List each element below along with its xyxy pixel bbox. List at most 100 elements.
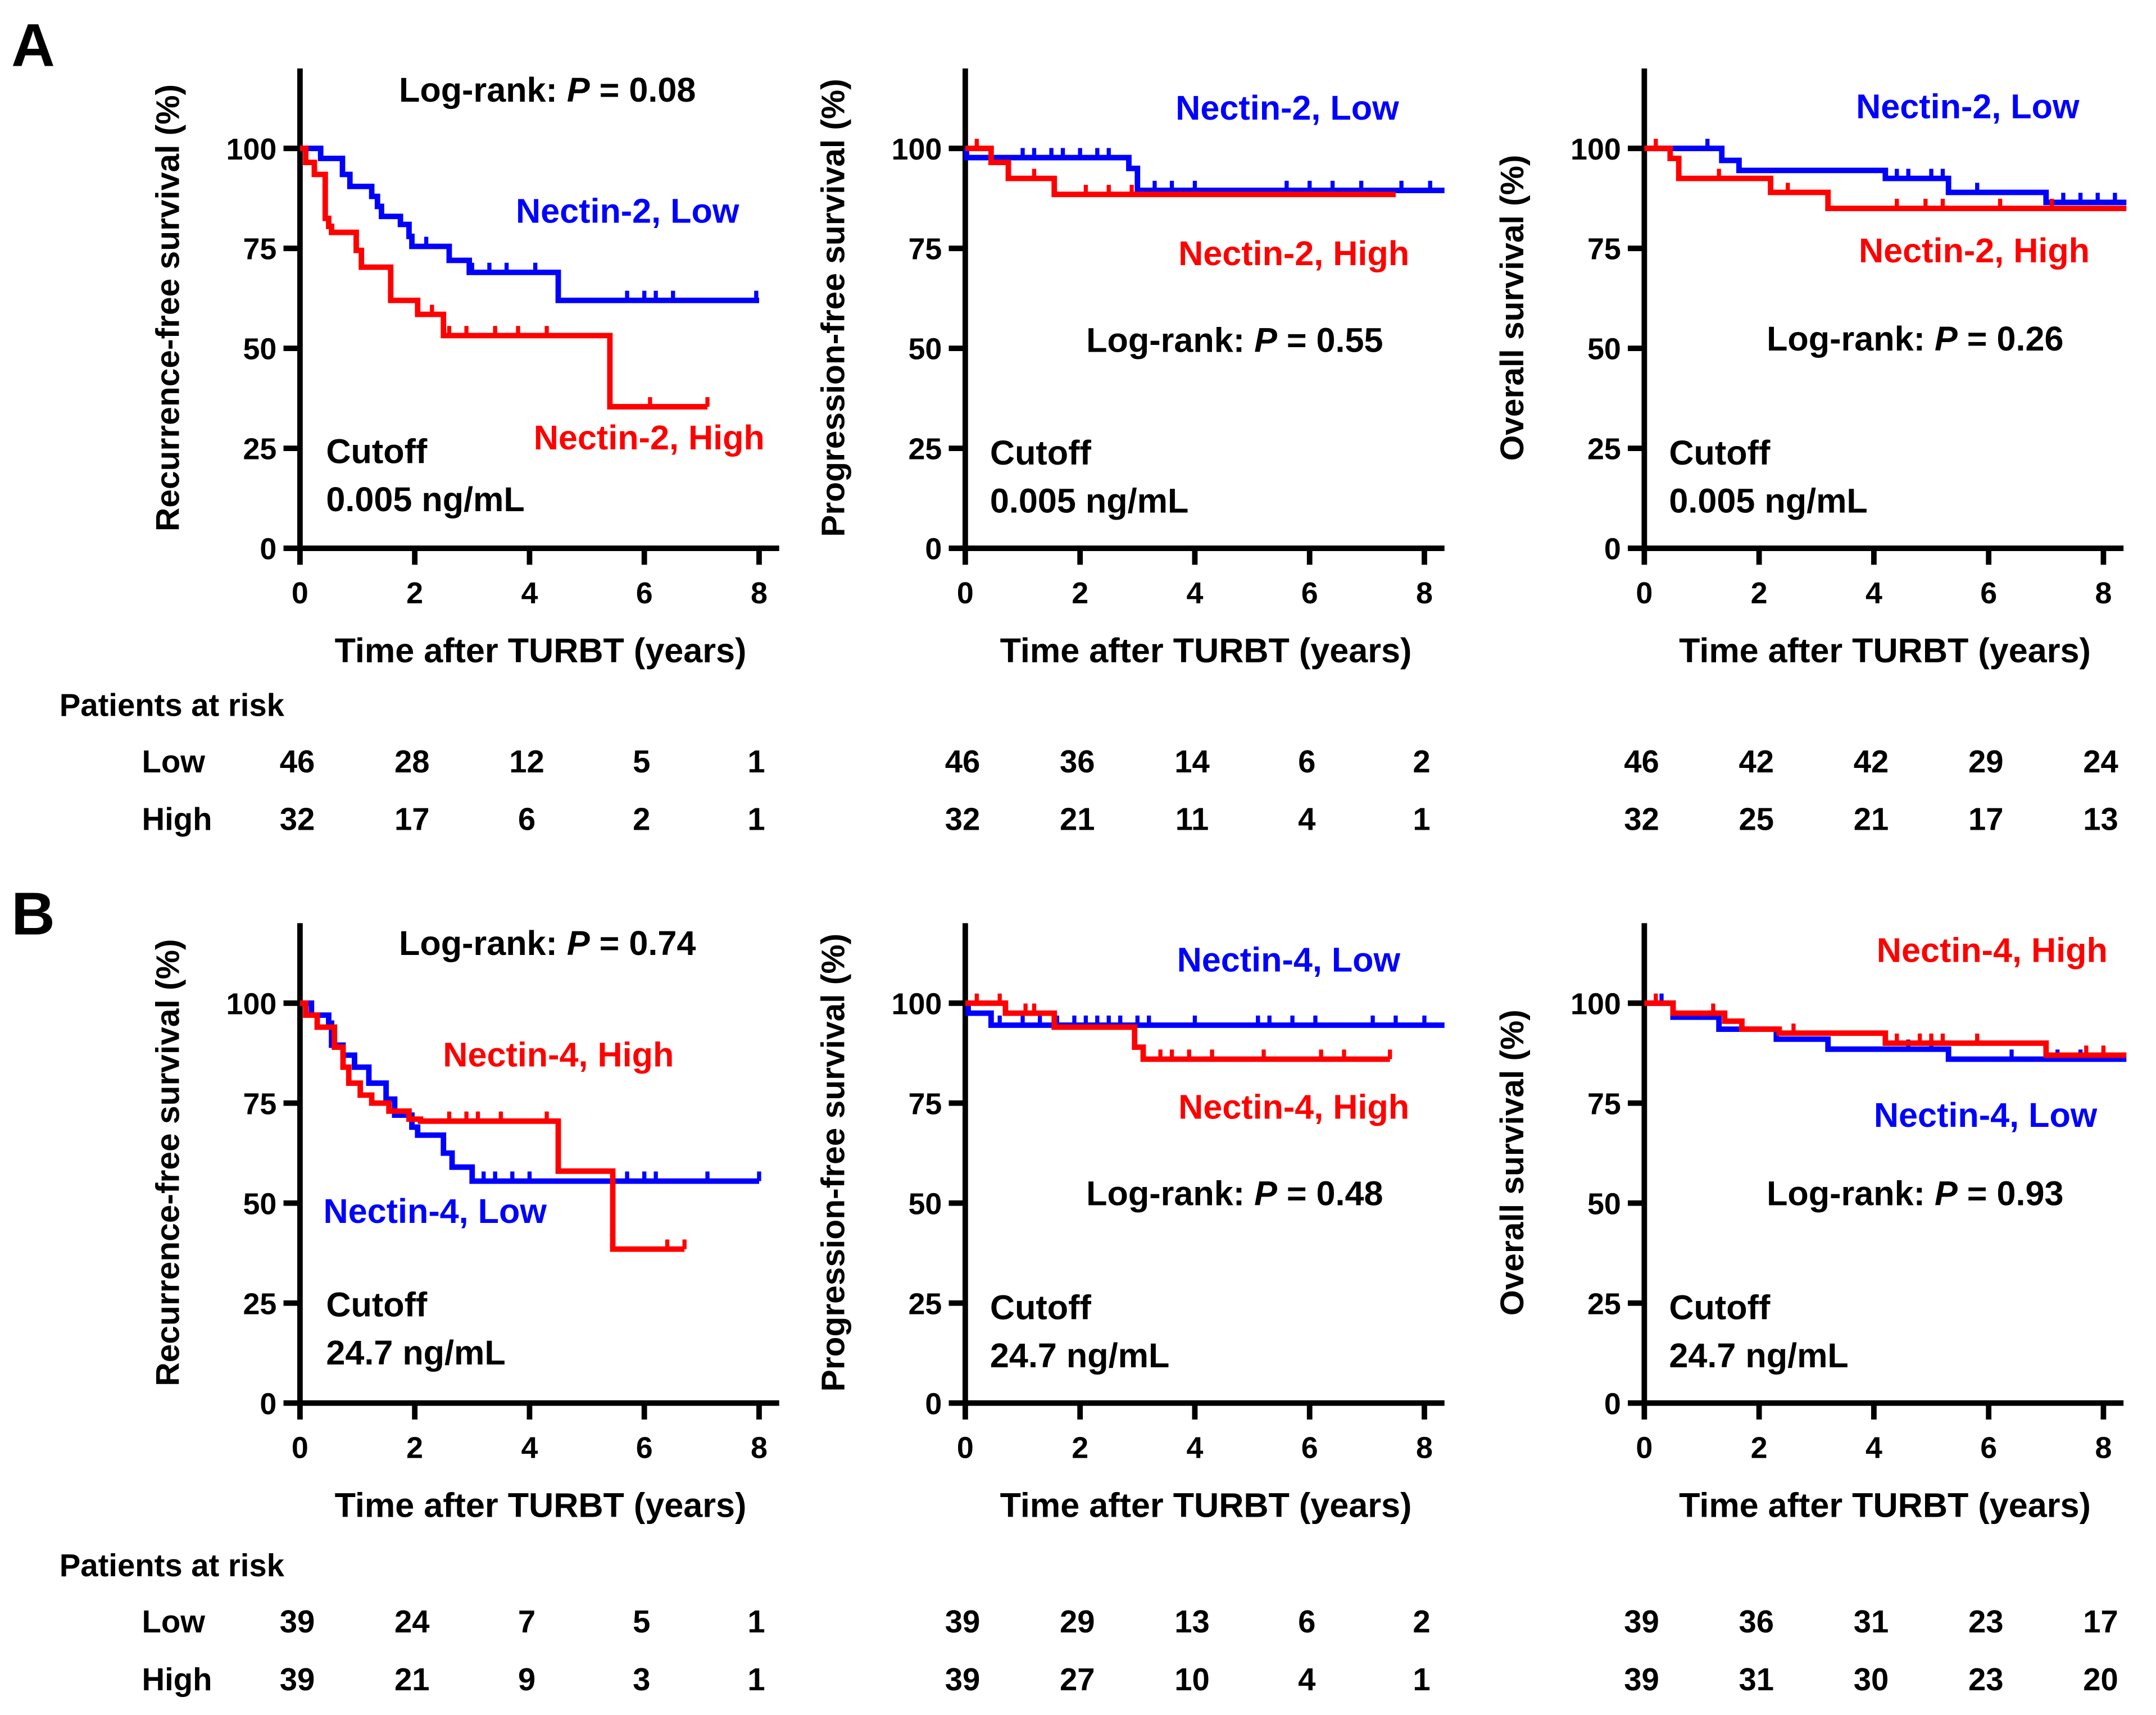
risk-count-high: 1 [1413,802,1430,837]
risk-count-low: 28 [394,744,430,779]
logrank-prefix: Log-rank: [1086,1174,1254,1212]
logrank-p-symbol: P [1254,1174,1277,1212]
risk-count-high: 17 [394,802,430,837]
logrank-p-symbol: P [567,924,590,962]
legend-label-low: Nectin-2, Low [516,192,739,230]
x-tick-label: 8 [1416,576,1433,610]
y-tick-label: 50 [243,1187,276,1221]
risk-count-low: 46 [945,744,981,779]
survival-curve-low [1644,145,2127,206]
survival-curve-high [1644,1000,2127,1058]
risk-count-low: 24 [394,1604,430,1639]
y-axis-title: Recurrence-free survival (%) [150,939,187,1386]
legend-label-low: Nectin-2, Low [1856,87,2080,125]
y-tick-label: 50 [908,333,942,366]
x-tick-label: 8 [2095,576,2112,610]
x-axis-title: Time after TURBT (years) [1000,631,1412,670]
risk-count-low: 12 [509,744,544,779]
x-tick-label: 6 [636,576,653,610]
survival-curve-high [299,145,708,410]
cutoff-value: 0.005 ng/mL [1669,481,1867,520]
risk-row-label: Low [142,744,206,779]
logrank-annotation: Log-rank: P = 0.26 [1767,320,2063,358]
y-tick-label: 0 [925,1387,942,1421]
risk-count-high: 1 [747,802,765,837]
risk-count-high: 1 [1413,1662,1430,1697]
x-tick-label: 2 [406,576,423,610]
risk-count-high: 2 [633,802,650,837]
x-axis-title: Time after TURBT (years) [335,1486,747,1525]
x-tick-label: 8 [751,1431,768,1465]
risk-count-low: 29 [1968,744,2004,779]
x-tick-label: 0 [1636,1431,1653,1465]
survival-curve-low [964,145,1445,193]
logrank-value: = 0.74 [590,924,696,962]
y-tick-label: 25 [908,1287,942,1321]
y-tick-label: 25 [1587,1287,1621,1321]
x-tick-label: 6 [1980,576,1997,610]
risk-count-high: 4 [1298,802,1315,837]
x-axis-title: Time after TURBT (years) [1000,1486,1412,1525]
cutoff-label: Cutoff [990,1288,1092,1326]
cutoff-label: Cutoff [990,434,1092,472]
risk-count-low: 31 [1854,1604,1889,1639]
x-tick-label: 4 [1865,576,1882,610]
logrank-prefix: Log-rank: [1767,320,1935,358]
risk-count-high: 9 [518,1662,535,1697]
y-tick-label: 0 [260,1387,276,1421]
risk-count-high: 39 [945,1662,981,1697]
x-tick-label: 4 [1865,1431,1882,1465]
risk-count-high: 4 [1298,1662,1315,1697]
legend-label-high: Nectin-4, High [1178,1088,1409,1126]
risk-count-low: 42 [1739,744,1774,779]
logrank-annotation: Log-rank: P = 0.08 [399,71,696,109]
logrank-value: = 0.08 [590,71,696,109]
risk-count-high: 3 [633,1662,650,1697]
logrank-p-symbol: P [1935,320,1958,358]
cutoff-label: Cutoff [326,1286,428,1324]
y-tick-label: 75 [243,1087,276,1121]
logrank-annotation: Log-rank: P = 0.74 [399,924,696,962]
cutoff-value: 24.7 ng/mL [990,1336,1169,1375]
y-tick-label: 25 [243,433,276,466]
risk-count-high: 27 [1060,1662,1095,1697]
x-tick-label: 2 [1072,1431,1088,1465]
y-tick-label: 50 [1587,333,1621,366]
y-tick-label: 100 [226,133,277,166]
y-tick-label: 25 [1587,433,1621,466]
risk-count-low: 29 [1060,1604,1095,1639]
y-axis-title: Progression-free survival (%) [815,934,852,1392]
legend-label-low: Nectin-4, Low [1874,1096,2098,1134]
legend-label-high: Nectin-2, High [534,418,765,457]
logrank-p-symbol: P [1935,1174,1958,1212]
y-axis-title: Overall survival (%) [1494,155,1531,461]
y-tick-label: 75 [1587,233,1621,266]
logrank-value: = 0.48 [1277,1174,1383,1212]
x-tick-label: 6 [1301,576,1318,610]
risk-count-low: 2 [1413,1604,1430,1639]
logrank-prefix: Log-rank: [399,924,567,962]
risk-count-low: 2 [1413,744,1430,779]
risk-count-low: 36 [1060,744,1095,779]
risk-count-low: 39 [1624,1604,1659,1639]
legend-label-high: Nectin-2, High [1859,231,2090,270]
x-axis-title: Time after TURBT (years) [1679,631,2091,670]
logrank-value: = 0.55 [1277,321,1383,359]
y-tick-label: 0 [260,533,276,566]
survival-curve-high [1644,145,2127,211]
y-tick-label: 0 [1604,1387,1621,1421]
survival-curve-low [299,1000,759,1184]
survival-curve-high [965,1000,1390,1062]
x-tick-label: 2 [1751,1431,1768,1465]
y-tick-label: 75 [1587,1087,1621,1121]
risk-count-high: 21 [394,1662,430,1697]
risk-count-high: 39 [1624,1662,1659,1697]
y-tick-label: 50 [1587,1187,1621,1221]
y-tick-label: 0 [925,533,942,566]
x-tick-label: 0 [292,576,308,610]
y-tick-label: 0 [1604,533,1621,566]
x-tick-label: 8 [751,576,768,610]
